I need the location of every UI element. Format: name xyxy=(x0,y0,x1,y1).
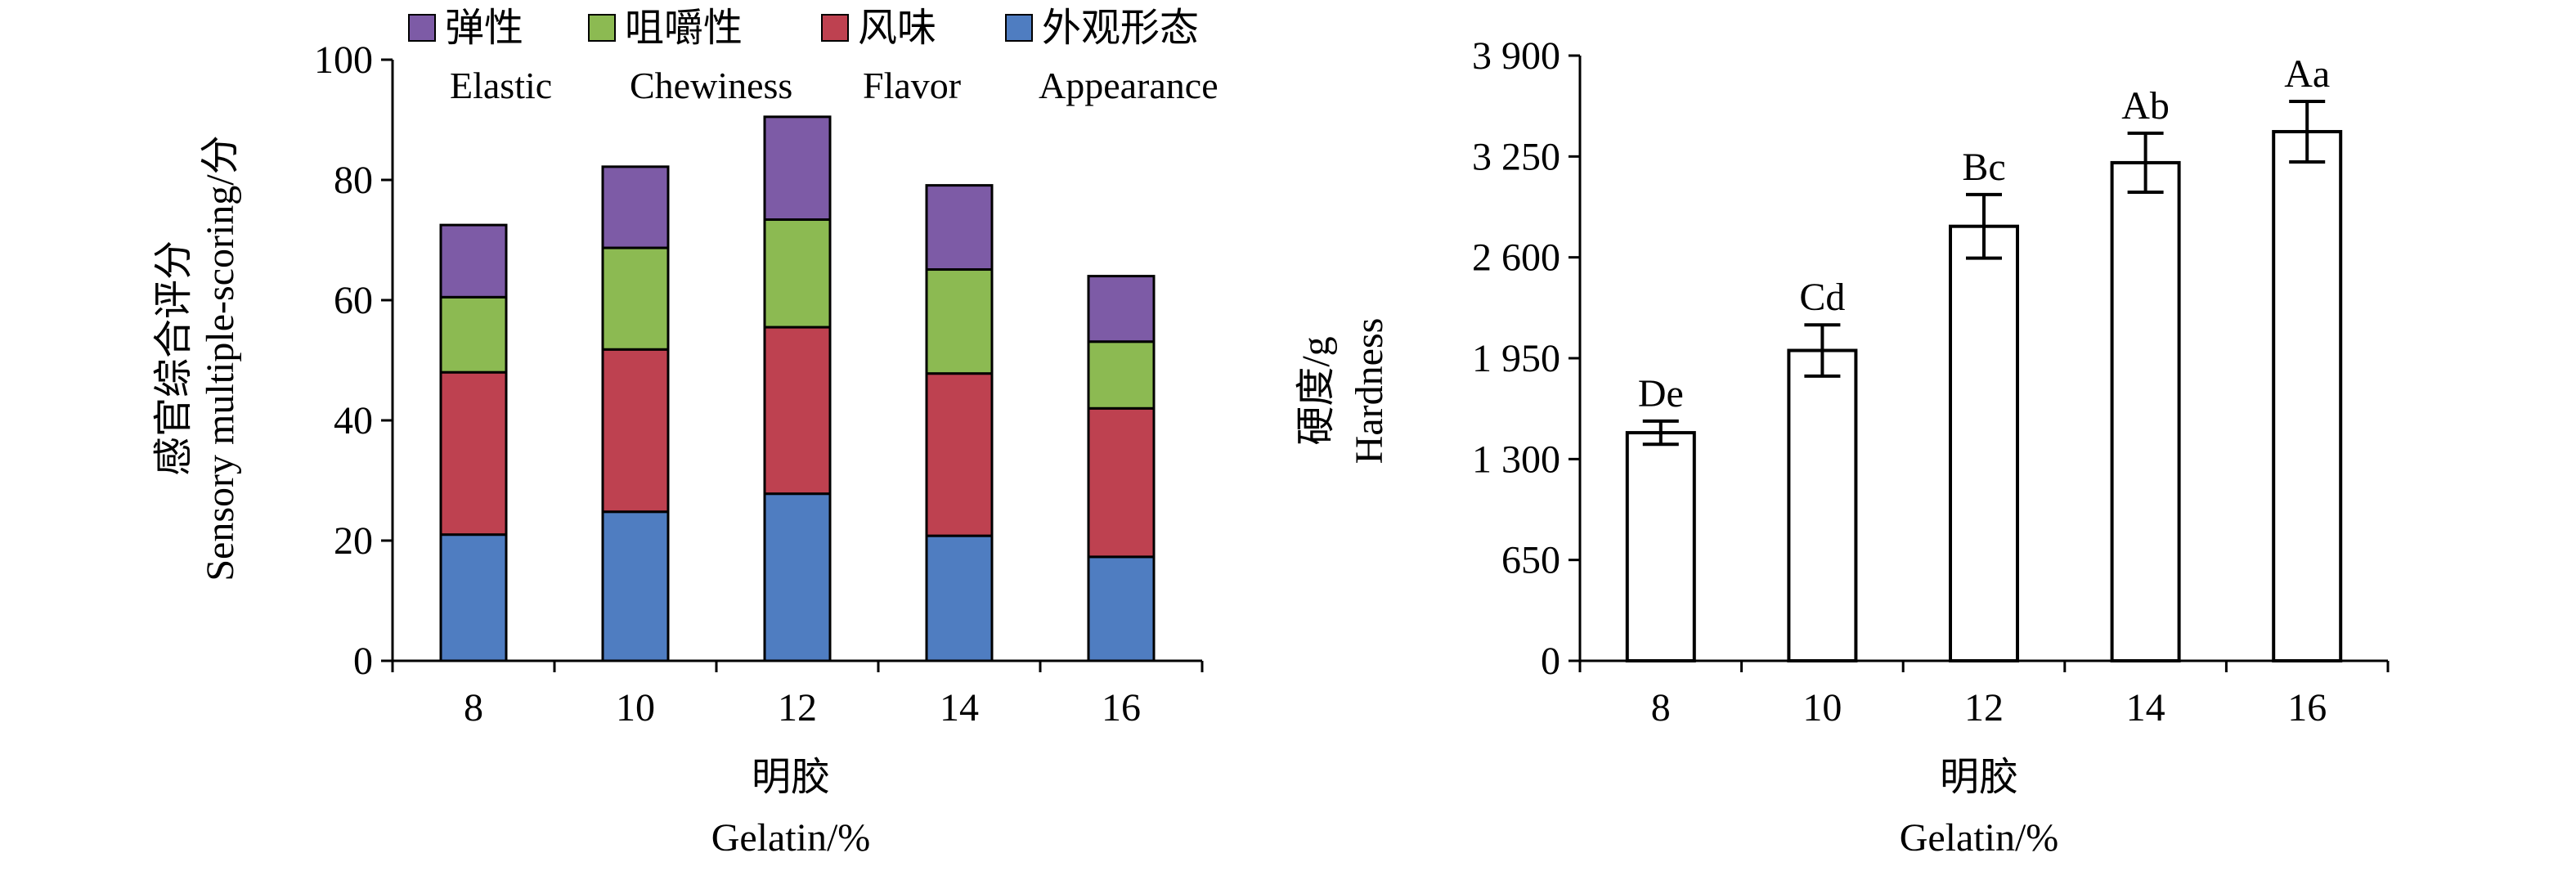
bar-segment-1-1 xyxy=(601,348,670,514)
x-tick-label: 12 xyxy=(778,686,817,730)
legend: 弹性 Elastic 咀嚼性 Chewiness 风味 Flavor 外观形态 Appeara… xyxy=(408,7,1218,106)
legend-swatch xyxy=(588,14,616,42)
hardness-chart: 硬度/g Hardness De Cd Bc Ab Aa 8 10 12 14 16 0 650 1 … xyxy=(1295,34,2390,860)
bar-segment-0-0 xyxy=(439,533,508,662)
significance-label: Cd xyxy=(1799,276,1845,319)
bar-segment-2-1 xyxy=(601,246,670,351)
significance-label: De xyxy=(1638,372,1684,415)
y-tick-label: 20 xyxy=(334,519,373,563)
legend-label-en: Appearance xyxy=(1039,65,1218,106)
bar-4 xyxy=(2272,129,2343,662)
bars: De Cd Bc Ab Aa xyxy=(1625,52,2343,662)
y-tick-label: 0 xyxy=(353,640,373,683)
y-tick-label: 3 250 xyxy=(1472,135,1560,178)
significance-label: Aa xyxy=(2284,52,2330,96)
bar-segment-2-3 xyxy=(925,268,994,375)
y-tick-label: 80 xyxy=(334,159,373,202)
legend-swatch xyxy=(821,14,849,42)
y-axis-label-cn: 硬度/g xyxy=(1295,336,1338,445)
y-tick-label: 3 900 xyxy=(1472,34,1560,78)
legend-label: 咀嚼性 xyxy=(625,7,743,50)
bar-segment-0-2 xyxy=(763,492,832,662)
y-axis-label-en: Hardness xyxy=(1348,318,1391,465)
bar-segment-2-4 xyxy=(1087,340,1156,410)
bar-segment-2-2 xyxy=(763,218,832,329)
legend-label: 弹性 xyxy=(445,7,523,50)
bar-segment-1-4 xyxy=(1087,406,1156,559)
x-axis-label-cn: 明胶 xyxy=(752,756,830,799)
y-tick-label: 2 600 xyxy=(1472,236,1560,280)
legend-label-en: Flavor xyxy=(863,65,961,106)
bar-segment-0-1 xyxy=(601,510,670,662)
x-tick-label: 12 xyxy=(1964,686,2004,730)
axes: 8 10 12 14 16 0 650 1 300 1 950 2 600 3 250 3 900 xyxy=(1472,34,2390,730)
x-tick-label: 8 xyxy=(1651,686,1671,730)
bar-segment-3-0 xyxy=(439,223,508,299)
y-tick-label: 100 xyxy=(314,38,373,82)
legend-label-en: Chewiness xyxy=(630,65,792,106)
y-tick-label: 1 950 xyxy=(1472,337,1560,380)
y-tick-label: 0 xyxy=(1541,640,1560,683)
bar-segment-1-0 xyxy=(439,370,508,537)
x-axis-label-cn: 明胶 xyxy=(1940,756,2018,799)
legend-swatch xyxy=(408,14,436,42)
x-tick-label: 10 xyxy=(616,686,655,730)
x-tick-label: 14 xyxy=(940,686,979,730)
bar-segment-1-3 xyxy=(925,372,994,537)
bar-segment-3-4 xyxy=(1087,275,1156,343)
x-tick-label: 16 xyxy=(2287,686,2327,730)
y-tick-label: 1 300 xyxy=(1472,438,1560,481)
bar-segment-3-1 xyxy=(601,165,670,249)
bar-3 xyxy=(2110,160,2181,662)
legend-label: 外观形态 xyxy=(1042,7,1199,50)
bar-segment-3-2 xyxy=(763,115,832,222)
bar-segment-3-3 xyxy=(925,184,994,272)
x-axis-label-en: Gelatin/% xyxy=(711,816,871,860)
bar-0 xyxy=(1625,431,1696,662)
legend-swatch xyxy=(1005,14,1033,42)
bar-segment-1-2 xyxy=(763,326,832,496)
x-axis-label-en: Gelatin/% xyxy=(1900,816,2059,860)
bar-segment-2-0 xyxy=(439,295,508,374)
x-tick-label: 16 xyxy=(1102,686,1141,730)
y-tick-label: 40 xyxy=(334,399,373,442)
significance-label: Bc xyxy=(1962,146,2005,189)
y-axis-label-en: Sensory multiple-scoring/分 xyxy=(199,135,242,581)
bar-1 xyxy=(1787,348,1858,662)
bars xyxy=(439,115,1156,662)
bar-segment-0-4 xyxy=(1087,555,1156,662)
y-tick-label: 650 xyxy=(1501,539,1560,582)
x-tick-label: 14 xyxy=(2126,686,2165,730)
y-axis-label-cn: 感官综合评分 xyxy=(152,240,195,476)
legend-label: 风味 xyxy=(858,7,936,50)
x-tick-label: 8 xyxy=(464,686,483,730)
y-tick-label: 60 xyxy=(334,279,373,322)
bar-segment-0-3 xyxy=(925,534,994,662)
bar-2 xyxy=(1949,224,2019,662)
legend-label-en: Elastic xyxy=(450,65,552,106)
x-tick-label: 10 xyxy=(1802,686,1842,730)
significance-label: Ab xyxy=(2121,84,2170,128)
axes: 8 10 12 14 16 0 20 40 60 80 100 xyxy=(314,38,1204,730)
sensory-score-chart: 弹性 Elastic 咀嚼性 Chewiness 风味 Flavor 外观形态 Appeara… xyxy=(152,7,1218,860)
